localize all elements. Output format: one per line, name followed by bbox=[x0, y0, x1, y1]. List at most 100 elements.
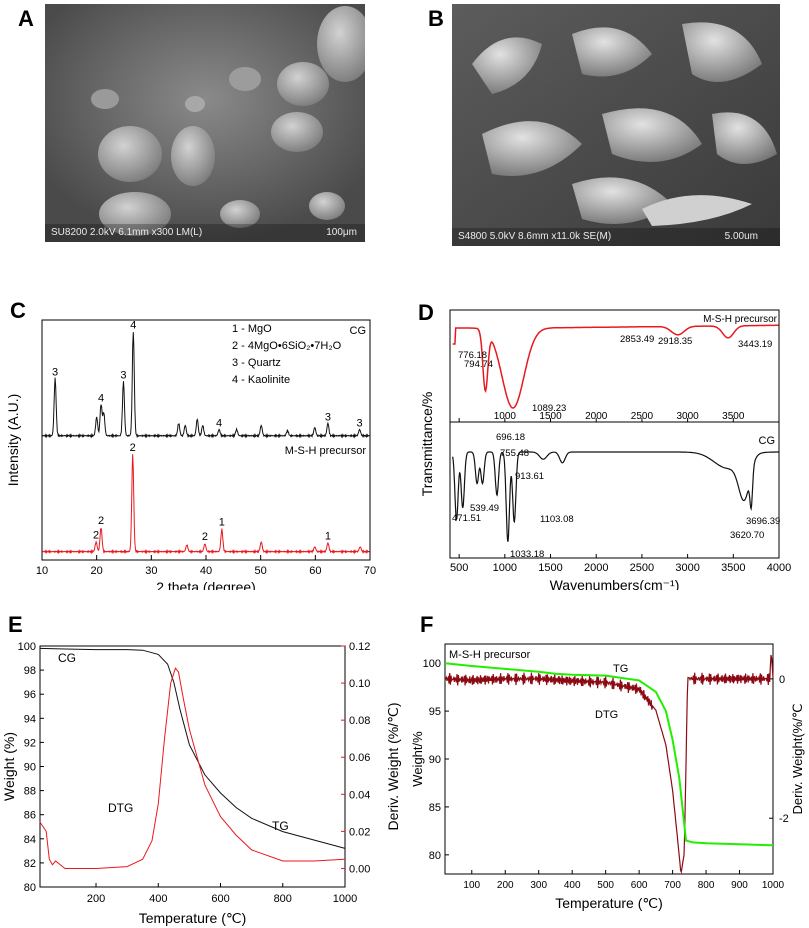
x-tick-label: 30 bbox=[145, 565, 157, 577]
y-tick-label: 95 bbox=[429, 706, 441, 718]
ftir-cg-line bbox=[452, 451, 779, 542]
band-label: 471.51 bbox=[452, 513, 481, 524]
tga-e-frame bbox=[39, 645, 346, 888]
x-tick-label: 10 bbox=[36, 565, 48, 577]
band-label: 776.18 bbox=[458, 350, 487, 361]
y-axis-label: Weight/% bbox=[410, 731, 425, 787]
sem-flakes-b bbox=[472, 22, 777, 226]
series-label: CG bbox=[350, 325, 367, 337]
x-tick-label: 70 bbox=[364, 565, 376, 577]
peak-annotation: 4 bbox=[216, 418, 222, 430]
y-tick-label: 98 bbox=[24, 665, 36, 677]
y-tick-label: 90 bbox=[429, 754, 441, 766]
x-tick-label: 100 bbox=[463, 880, 480, 891]
tga-chart-cg: 200 400 600 800 1000 80 82 84 86 88 90 92 94 96 98 100 0… bbox=[1, 641, 401, 926]
panel-label-f: F bbox=[420, 612, 434, 637]
panel-label-d: D bbox=[418, 300, 434, 325]
x-tick-label: 50 bbox=[255, 565, 267, 577]
band-label: 2853.49 bbox=[620, 334, 654, 345]
x-tick-label: 500 bbox=[450, 562, 468, 574]
y-tick-label: 96 bbox=[24, 689, 36, 701]
y-axis-label: Weight (%) bbox=[1, 732, 17, 801]
y2-tick-label: 0 bbox=[779, 674, 785, 686]
y2-tick-label: 0.00 bbox=[349, 863, 370, 875]
x-tick-label: 400 bbox=[149, 893, 167, 905]
sem-scale-b: 5.00um bbox=[724, 231, 758, 242]
x-tick-label: 3500 bbox=[721, 562, 745, 574]
x-tick-label-top: 3000 bbox=[676, 411, 699, 422]
y-tick-label: 82 bbox=[24, 858, 36, 870]
tg-line bbox=[39, 647, 346, 849]
x-tick-label: 600 bbox=[211, 893, 229, 905]
dtg-line bbox=[39, 667, 346, 869]
y2-tick-label: 0.04 bbox=[349, 789, 370, 801]
y2-tick-label: 0.06 bbox=[349, 752, 370, 764]
band-label: 3620.70 bbox=[730, 530, 764, 541]
peak-annotation: 4 bbox=[130, 320, 136, 332]
ftir-chart: 500 1000 1000 1500 1500 2000 2000 2500 2500 3000 3… bbox=[419, 309, 791, 590]
y-tick-label: 100 bbox=[18, 641, 36, 653]
x-tick-label: 40 bbox=[200, 565, 212, 577]
y2-tick-label: 0.10 bbox=[349, 678, 370, 690]
x-tick-label: 500 bbox=[597, 880, 614, 891]
band-label: 1103.08 bbox=[540, 514, 574, 525]
x-tick-label: 1000 bbox=[762, 880, 785, 891]
xrd-chart: 10 20 30 40 50 60 70 2 theta (degree) Intensity … bbox=[5, 319, 376, 590]
peak-annotation: 3 bbox=[357, 418, 363, 430]
x-tick-label: 60 bbox=[309, 565, 321, 577]
x-tick-label: 1500 bbox=[538, 562, 562, 574]
tga-chart-msh: 100 200 300 400 500 600 700 800 900 1000808590951… bbox=[410, 643, 805, 911]
xrd-series-line bbox=[41, 454, 370, 555]
x-axis-label: Wavenumbers(cm⁻¹) bbox=[550, 577, 680, 590]
sem-texture-a bbox=[45, 4, 365, 242]
x-tick-label-top: 2500 bbox=[631, 411, 654, 422]
series-label: M-S-H precursor bbox=[285, 445, 367, 457]
ftir-msh-line bbox=[452, 324, 779, 409]
x-tick-label: 3000 bbox=[675, 562, 699, 574]
legend-entry: 2 - 4MgO•6SiO₂•7H₂O bbox=[232, 340, 342, 352]
y2-tick-label: -2 bbox=[779, 813, 789, 825]
panel-label-b: B bbox=[428, 6, 444, 31]
x-axis-label: Temperature (℃) bbox=[139, 910, 247, 926]
x-tick-label-top: 3500 bbox=[722, 411, 745, 422]
x-tick-label: 300 bbox=[530, 880, 547, 891]
sem-info-b: S4800 5.0kV 8.6mm x11.0k SE(M) bbox=[458, 231, 612, 242]
y-axis-label: Intensity (A.U.) bbox=[5, 394, 21, 487]
panel-label-e: E bbox=[8, 612, 23, 637]
x-tick-label: 200 bbox=[497, 880, 514, 891]
x-tick-label: 20 bbox=[91, 565, 103, 577]
x-tick-label: 200 bbox=[87, 893, 105, 905]
xrd-series-line bbox=[41, 332, 370, 439]
y-tick-label: 84 bbox=[24, 834, 36, 846]
band-label: 696.18 bbox=[496, 432, 525, 443]
sem-texture-b bbox=[452, 4, 780, 246]
peak-annotation: 2 bbox=[130, 442, 136, 454]
band-label: 794.74 bbox=[464, 359, 493, 370]
band-label: 755.48 bbox=[500, 448, 529, 459]
legend-entry: 4 - Kaolinite bbox=[232, 374, 290, 386]
x-tick-label-top: 1000 bbox=[494, 411, 517, 422]
band-label: 1089.23 bbox=[532, 403, 566, 414]
peak-annotation: 3 bbox=[325, 411, 331, 423]
band-label: 2918.35 bbox=[658, 336, 692, 347]
sem-scale-a: 100μm bbox=[326, 227, 357, 238]
panel-label-a: A bbox=[18, 6, 34, 31]
sem-info-a: SU8200 2.0kV 6.1mm x300 LM(L) bbox=[51, 227, 203, 238]
y2-axis-label: Deriv. Weight(%/℃ bbox=[790, 704, 805, 815]
legend-entry: 1 - MgO bbox=[232, 323, 272, 335]
x-tick-label: 2500 bbox=[630, 562, 654, 574]
peak-annotation: 2 bbox=[202, 531, 208, 543]
xrd-plot-frame bbox=[41, 319, 371, 561]
y-tick-label: 94 bbox=[24, 713, 36, 725]
peak-annotation: 3 bbox=[52, 367, 58, 379]
peak-annotation: 3 bbox=[120, 370, 126, 382]
band-label: 3443.19 bbox=[738, 339, 772, 350]
x-axis-label: 2 theta (degree) bbox=[156, 579, 256, 590]
y-tick-label: 80 bbox=[24, 882, 36, 894]
y-tick-label: 88 bbox=[24, 786, 36, 798]
y2-tick-label: 0.02 bbox=[349, 826, 370, 838]
x-tick-label: 400 bbox=[564, 880, 581, 891]
peak-annotation: 2 bbox=[93, 529, 99, 541]
x-tick-label: 800 bbox=[274, 893, 292, 905]
series-label: TG bbox=[613, 663, 628, 675]
